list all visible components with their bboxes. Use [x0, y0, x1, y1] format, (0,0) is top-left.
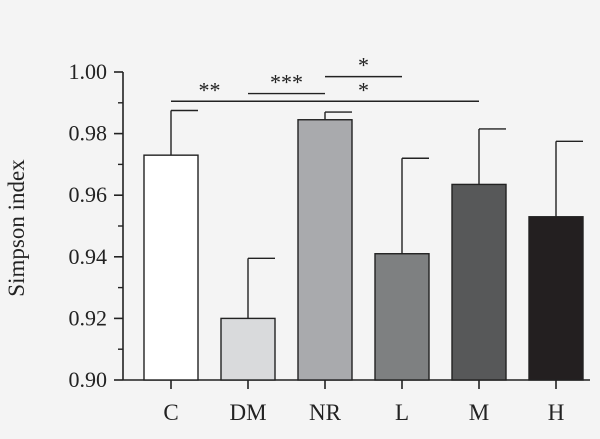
x-tick-label: M — [469, 400, 489, 425]
y-axis-title: Simpson index — [4, 159, 29, 297]
bars — [143, 119, 584, 381]
x-tick-label: C — [163, 400, 178, 425]
x-tick-label: DM — [229, 400, 266, 425]
y-tick-label: 0.94 — [69, 244, 108, 269]
axes: 0.90 0.92 0.94 0.96 0.98 1.00 C DM NR L M H — [69, 59, 590, 425]
y-tick-label: 0.90 — [69, 367, 108, 392]
x-tick-label: L — [395, 400, 409, 425]
bar-dm — [220, 317, 276, 381]
x-tick-label: H — [548, 400, 565, 425]
y-tick-label: 0.96 — [69, 182, 108, 207]
error-bars — [170, 109, 583, 319]
y-tick-label: 0.98 — [69, 121, 108, 146]
bar-m — [451, 183, 507, 381]
significance-label: ** — [199, 77, 221, 102]
significance-label: * — [358, 53, 369, 78]
significance-label: * — [358, 77, 369, 102]
significance-label: *** — [270, 70, 303, 95]
bar-c — [143, 154, 199, 381]
y-tick-label: 1.00 — [69, 59, 108, 84]
bar-h — [528, 216, 584, 381]
x-tick-label: NR — [309, 400, 342, 425]
y-tick-label: 0.92 — [69, 305, 108, 330]
significance-annotations: ** ***** — [171, 53, 479, 102]
bar-l — [374, 253, 430, 381]
bar-nr — [297, 119, 353, 381]
